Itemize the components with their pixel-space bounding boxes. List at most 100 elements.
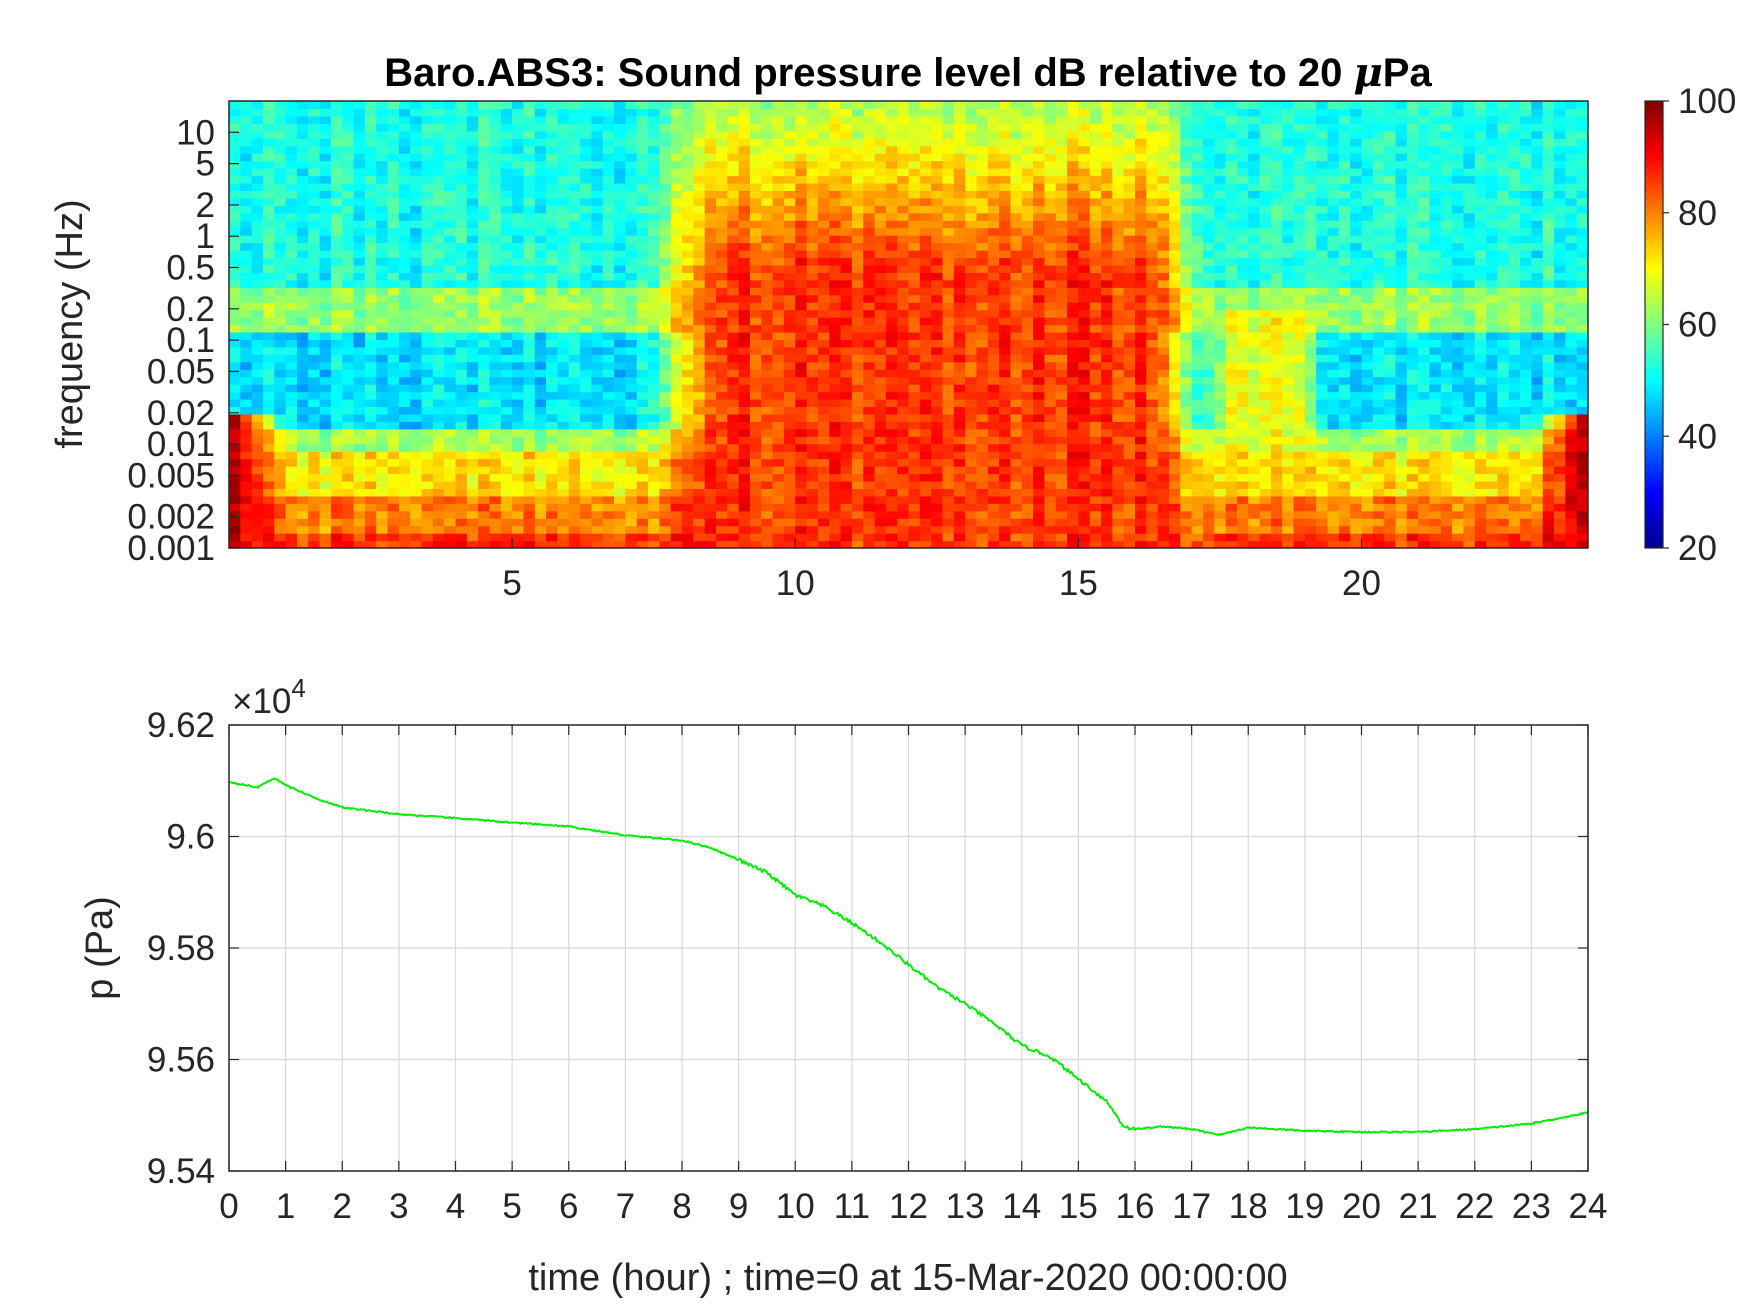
heatmap-cell xyxy=(1135,436,1147,445)
heatmap-cell xyxy=(614,458,626,467)
heatmap-cell xyxy=(738,540,751,548)
heatmap-cell xyxy=(591,399,604,408)
heatmap-cell xyxy=(1067,197,1079,206)
heatmap-cell xyxy=(1021,279,1034,288)
heatmap-cell xyxy=(885,175,898,184)
heatmap-cell xyxy=(466,250,479,259)
heatmap-cell xyxy=(523,160,536,169)
heatmap-cell xyxy=(1089,264,1102,273)
heatmap-cell xyxy=(285,235,298,244)
heatmap-cell xyxy=(1089,235,1102,244)
heatmap-cell xyxy=(840,108,853,117)
heatmap-cell xyxy=(682,168,694,177)
heatmap-cell xyxy=(976,302,989,311)
heatmap-cell xyxy=(1089,123,1102,132)
heatmap-cell xyxy=(1044,108,1057,117)
heatmap-cell xyxy=(534,227,547,236)
heatmap-cell xyxy=(942,212,955,221)
heatmap-cell xyxy=(398,503,411,512)
heatmap-cell xyxy=(636,309,649,318)
heatmap-cell xyxy=(772,279,785,288)
heatmap-cell xyxy=(783,182,796,191)
heatmap-cell xyxy=(534,331,547,340)
heatmap-cell xyxy=(761,339,774,348)
heatmap-cell xyxy=(308,540,321,548)
heatmap-cell xyxy=(455,160,468,169)
heatmap-cell xyxy=(1112,391,1125,400)
heatmap-cell xyxy=(455,480,468,489)
heatmap-cell xyxy=(625,145,638,154)
heatmap-cell xyxy=(1033,533,1045,542)
heatmap-cell xyxy=(670,212,683,221)
heatmap-cell xyxy=(953,451,966,460)
heatmap-cell xyxy=(704,443,717,452)
heatmap-cell xyxy=(817,227,830,236)
heatmap-cell xyxy=(851,138,864,147)
heatmap-cell xyxy=(410,279,423,288)
heatmap-cell xyxy=(274,480,287,489)
heatmap-cell xyxy=(455,495,468,504)
heatmap-cell xyxy=(591,339,604,348)
heatmap-cell xyxy=(636,153,649,162)
heatmap-cell xyxy=(648,436,660,445)
heatmap-cell xyxy=(296,361,309,370)
heatmap-cell xyxy=(568,190,581,199)
heatmap-cell xyxy=(999,451,1012,460)
heatmap-cell xyxy=(1078,153,1091,162)
heatmap-cell xyxy=(727,123,740,132)
heatmap-cell xyxy=(546,242,559,251)
heatmap-cell xyxy=(580,391,592,400)
heatmap-cell xyxy=(704,108,717,117)
heatmap-cell xyxy=(512,406,525,415)
heatmap-cell xyxy=(874,399,887,408)
heatmap-cell xyxy=(749,354,762,363)
heatmap-cell xyxy=(840,130,853,139)
heatmap-cell xyxy=(342,227,355,236)
heatmap-cell xyxy=(749,436,762,445)
heatmap-cell xyxy=(727,473,740,482)
heatmap-cell xyxy=(682,384,694,393)
heatmap-cell xyxy=(727,250,740,259)
heatmap-cell xyxy=(908,168,921,177)
heatmap-cell xyxy=(715,458,728,467)
heatmap-cell xyxy=(342,309,355,318)
heatmap-cell xyxy=(274,287,287,296)
heatmap-cell xyxy=(1089,272,1102,281)
heatmap-cell xyxy=(648,257,660,266)
heatmap-cell xyxy=(987,331,1000,340)
heatmap-cell xyxy=(727,182,740,191)
heatmap-cell xyxy=(749,205,762,214)
heatmap-cell xyxy=(591,205,604,214)
heatmap-cell xyxy=(296,473,309,482)
heatmap-cell xyxy=(285,168,298,177)
heatmap-cell xyxy=(523,480,536,489)
heatmap-cell xyxy=(976,533,989,542)
heatmap-cell xyxy=(500,130,513,139)
heatmap-cell xyxy=(591,384,604,393)
heatmap-cell xyxy=(296,108,309,117)
heatmap-cell xyxy=(353,227,366,236)
heatmap-cell xyxy=(648,205,660,214)
heatmap-cell xyxy=(432,250,445,259)
heatmap-cell xyxy=(591,413,604,422)
heatmap-cell xyxy=(829,540,842,548)
heatmap-cell xyxy=(1055,205,1068,214)
heatmap-cell xyxy=(500,302,513,311)
heatmap-cell xyxy=(1135,160,1147,169)
heatmap-cell xyxy=(670,123,683,132)
heatmap-cell xyxy=(432,413,445,422)
heatmap-cell xyxy=(353,458,366,467)
heatmap-cell xyxy=(715,488,728,497)
heatmap-cell xyxy=(285,354,298,363)
heatmap-cell xyxy=(1089,346,1102,355)
heatmap-cell xyxy=(874,101,887,110)
heatmap-cell xyxy=(795,197,808,206)
heatmap-cell xyxy=(500,346,513,355)
heatmap-cell xyxy=(274,376,287,385)
heatmap-cell xyxy=(557,413,570,422)
heatmap-cell xyxy=(262,473,275,482)
heatmap-cell xyxy=(262,391,275,400)
heatmap-cell xyxy=(931,123,944,132)
heatmap-cell xyxy=(489,145,502,154)
